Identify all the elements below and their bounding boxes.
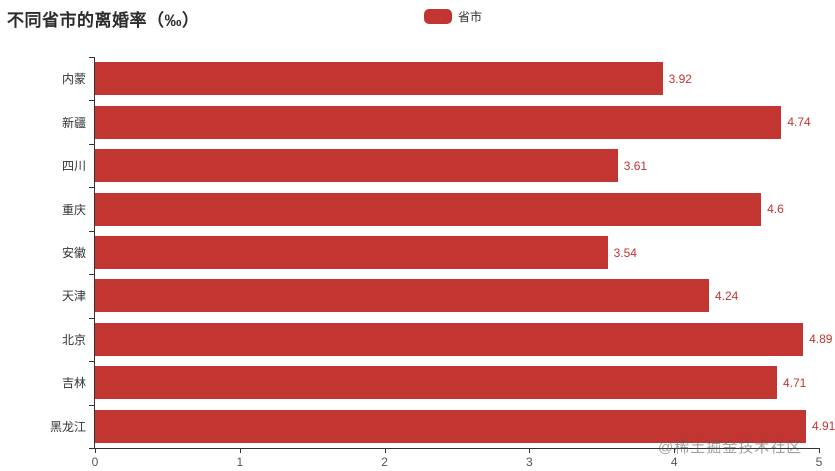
y-axis-label: 北京 — [61, 332, 86, 347]
x-axis-tick — [384, 448, 386, 453]
bar-value-label: 3.54 — [613, 245, 637, 260]
bar-value-label: 3.92 — [668, 71, 692, 86]
x-axis-tick-label: 3 — [526, 455, 533, 469]
y-axis-tick — [89, 317, 95, 319]
y-axis-label: 黑龙江 — [49, 419, 86, 434]
y-axis-tick — [89, 274, 95, 276]
bar-安徽[interactable] — [95, 236, 608, 269]
bar-北京[interactable] — [95, 322, 804, 356]
x-axis-tick — [819, 448, 820, 453]
x-axis-tick — [529, 448, 531, 453]
x-axis-tick — [674, 448, 676, 453]
y-axis-labels: 内蒙新疆四川重庆安徽天津北京吉林黑龙江 — [0, 57, 86, 448]
y-axis-tick — [89, 100, 95, 102]
bar-四川[interactable] — [95, 149, 618, 183]
bar-黑龙江[interactable] — [95, 409, 806, 443]
x-axis-tick-label: 2 — [381, 455, 388, 469]
y-axis-tick — [89, 404, 95, 406]
bar-重庆[interactable] — [95, 192, 762, 226]
bar-内蒙[interactable] — [95, 62, 663, 96]
bar-value-label: 4.6 — [767, 202, 784, 217]
x-axis-tick-label: 5 — [815, 455, 823, 469]
y-axis-tick — [89, 187, 95, 189]
bar-value-label: 4.24 — [714, 288, 739, 303]
x-axis-tick-label: 4 — [670, 455, 678, 469]
x-axis-tick — [239, 448, 241, 453]
y-axis-label: 吉林 — [61, 376, 86, 391]
y-axis-label: 重庆 — [61, 202, 86, 217]
bar-value-label: 4.74 — [787, 115, 811, 130]
bar-value-label: 4.71 — [783, 375, 807, 390]
y-axis-tick — [89, 448, 95, 449]
x-axis-tick — [95, 448, 96, 453]
legend-item[interactable]: 省市 — [424, 8, 482, 25]
bar-新疆[interactable] — [95, 105, 782, 139]
y-axis-tick — [89, 57, 95, 58]
x-axis-tick-label: 0 — [91, 455, 99, 469]
y-axis-label: 内蒙 — [61, 72, 86, 87]
legend-swatch-icon — [424, 9, 452, 24]
y-axis-label: 天津 — [61, 289, 86, 304]
legend-label: 省市 — [458, 10, 483, 24]
page-title: 不同省市的离婚率（‰） — [7, 11, 200, 30]
bar-value-label: 4.91 — [811, 419, 835, 434]
y-axis-label: 安徽 — [61, 245, 86, 260]
y-axis-tick — [89, 230, 95, 232]
bar-吉林[interactable] — [95, 366, 777, 400]
x-axis-tick-label: 1 — [236, 455, 244, 469]
bar-天津[interactable] — [95, 279, 709, 313]
y-axis-label: 新疆 — [61, 115, 86, 130]
y-axis-tick — [89, 361, 95, 363]
y-axis-label: 四川 — [61, 159, 86, 174]
y-axis-tick — [89, 143, 95, 145]
bar-value-label: 3.61 — [623, 158, 648, 173]
plot-area: 3.92 4.74 3.61 4.6 3.54 4.24 4.89 4.71 4.91 0 1 2 3 4… — [89, 57, 835, 469]
bar-value-label: 4.89 — [809, 332, 833, 347]
